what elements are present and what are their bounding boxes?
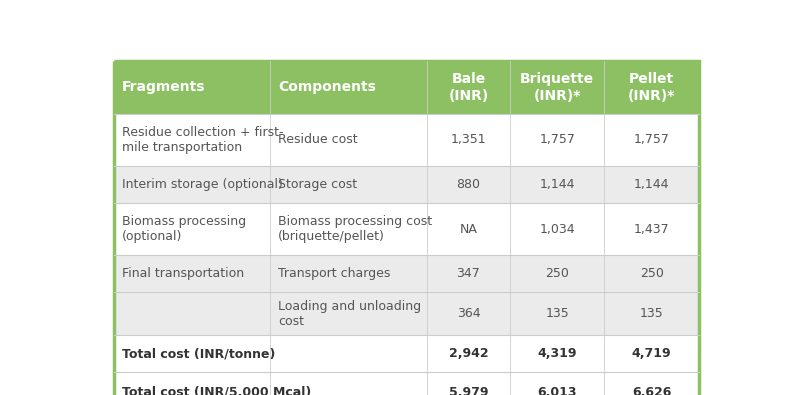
Text: 4,719: 4,719 [632, 347, 672, 360]
Text: 1,437: 1,437 [634, 223, 669, 236]
Bar [114, 255, 699, 292]
Text: Final transportation: Final transportation [121, 267, 243, 280]
Text: Biomass processing
(optional): Biomass processing (optional) [121, 215, 246, 243]
Text: Fragments: Fragments [121, 81, 205, 94]
Text: Biomass processing cost
(briquette/pellet): Biomass processing cost (briquette/pelle… [278, 215, 432, 243]
Text: 1,144: 1,144 [539, 178, 575, 191]
Text: 1,351: 1,351 [450, 133, 486, 146]
Text: 4,319: 4,319 [538, 347, 577, 360]
Text: 250: 250 [546, 267, 569, 280]
Text: 5,979: 5,979 [449, 386, 488, 395]
Bar [114, 203, 699, 255]
Text: 1,144: 1,144 [634, 178, 669, 191]
Bar [114, 292, 699, 335]
Bar [510, 61, 604, 114]
Text: 1,757: 1,757 [539, 133, 575, 146]
Text: Interim storage (optional): Interim storage (optional) [121, 178, 282, 191]
Text: Briquette
(INR)*: Briquette (INR)* [520, 72, 594, 103]
Bar [114, 61, 270, 114]
Text: Storage cost: Storage cost [278, 178, 358, 191]
Text: Pellet
(INR)*: Pellet (INR)* [628, 72, 676, 103]
Text: NA: NA [459, 223, 477, 236]
Text: 347: 347 [457, 267, 481, 280]
Bar [604, 61, 699, 114]
Text: 6,626: 6,626 [632, 386, 672, 395]
Text: 364: 364 [457, 307, 481, 320]
Text: 135: 135 [640, 307, 664, 320]
Text: Components: Components [278, 81, 376, 94]
Text: 2,942: 2,942 [449, 347, 488, 360]
Text: 250: 250 [640, 267, 664, 280]
Text: 1,034: 1,034 [539, 223, 575, 236]
Bar [114, 335, 699, 372]
Text: 6,013: 6,013 [538, 386, 577, 395]
Bar [427, 61, 510, 114]
Text: 1,757: 1,757 [634, 133, 669, 146]
Text: Bale
(INR): Bale (INR) [448, 72, 488, 103]
Text: Residue cost: Residue cost [278, 133, 358, 146]
Bar [114, 114, 699, 166]
Bar [114, 166, 699, 203]
Text: 880: 880 [457, 178, 481, 191]
Text: Loading and unloading
cost: Loading and unloading cost [278, 300, 421, 328]
Text: Total cost (INR/tonne): Total cost (INR/tonne) [121, 347, 275, 360]
Text: Transport charges: Transport charges [278, 267, 390, 280]
Text: Residue collection + first-
mile transportation: Residue collection + first- mile transpo… [121, 126, 283, 154]
Bar [114, 372, 699, 395]
Text: Total cost (INR/5,000 Mcal): Total cost (INR/5,000 Mcal) [121, 386, 311, 395]
Text: 135: 135 [546, 307, 569, 320]
Bar [270, 61, 427, 114]
